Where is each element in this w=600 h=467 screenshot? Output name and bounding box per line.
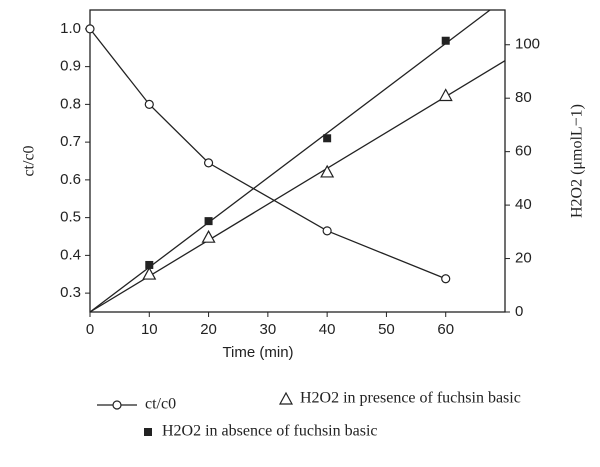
square-marker [323,134,332,143]
x-tick-label: 40 [319,321,336,338]
series-line [89,28,446,280]
circle-marker [203,158,214,168]
y2-tick-label: 0 [515,303,523,320]
triangle-marker [142,266,157,280]
triangle-marker [438,88,453,102]
circle-marker [144,99,154,109]
x-tick-label: 60 [437,321,454,338]
y-tick-label: 0.5 [60,209,81,226]
circle-marker [85,24,95,34]
y2-axis-label: H2O2 (μmolL−1) [569,104,586,218]
x-tick-label: 50 [378,321,395,338]
fit-line [89,60,506,313]
y-tick-label: 0.6 [60,171,81,188]
square-marker [144,428,152,436]
y2-tick-label: 60 [515,143,532,160]
x-axis-label: Time (min) [222,344,293,361]
square-marker [145,260,154,269]
legend-label: H2O2 in absence of fuchsin basic [162,423,378,440]
x-tick-label: 30 [260,321,277,338]
y-axis-label: ct/c0 [21,145,38,176]
x-tick-label: 10 [141,321,158,338]
y-tick-label: 1.0 [60,20,81,37]
circle-marker [441,274,451,284]
y-tick-label: 0.9 [60,58,81,75]
plot-frame [89,9,506,313]
square-marker [204,217,213,226]
x-tick-label: 0 [86,321,94,338]
triangle-marker [278,391,294,405]
fit-line [89,9,491,313]
y-tick-label: 0.8 [60,95,81,112]
circle-marker [112,400,122,410]
y2-tick-label: 80 [515,89,532,106]
y2-tick-label: 40 [515,196,532,213]
triangle-marker [320,164,335,178]
legend-label: H2O2 in presence of fuchsin basic [300,390,521,407]
circle-marker [322,226,332,236]
y-tick-label: 0.7 [60,133,81,150]
y2-tick-label: 100 [515,36,540,53]
square-marker [441,36,450,45]
y2-tick-label: 20 [515,250,532,267]
legend-label: ct/c0 [145,396,176,413]
x-tick-label: 20 [200,321,217,338]
y-tick-label: 0.4 [60,246,81,263]
triangle-marker [201,229,216,243]
y-tick-label: 0.3 [60,284,81,301]
